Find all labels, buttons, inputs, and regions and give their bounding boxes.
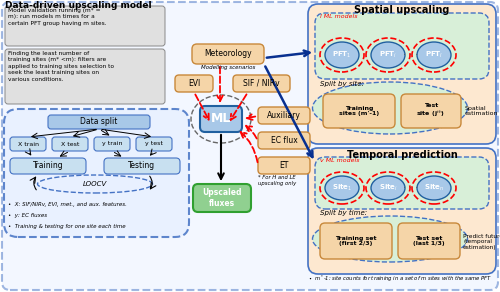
Text: •  Training & testing for one site each time: • Training & testing for one site each t…: [8, 224, 126, 229]
Text: Site$_n$: Site$_n$: [424, 183, 444, 193]
FancyBboxPatch shape: [233, 75, 290, 92]
FancyBboxPatch shape: [5, 6, 165, 46]
Text: Training set
(first 2/3): Training set (first 2/3): [335, 236, 377, 246]
Text: X train: X train: [18, 142, 38, 147]
Text: · · ·: · · ·: [404, 50, 418, 60]
Text: Data split: Data split: [80, 117, 118, 126]
Text: Test
site (j$^{th}$): Test site (j$^{th}$): [416, 103, 446, 119]
FancyBboxPatch shape: [200, 106, 242, 132]
FancyBboxPatch shape: [308, 148, 496, 274]
Text: ML: ML: [211, 112, 231, 126]
FancyBboxPatch shape: [48, 115, 150, 129]
Text: ET: ET: [280, 161, 288, 170]
FancyBboxPatch shape: [136, 137, 172, 151]
FancyBboxPatch shape: [104, 158, 180, 174]
Text: Predict future
(temporal
estimation): Predict future (temporal estimation): [463, 234, 500, 250]
FancyBboxPatch shape: [258, 132, 310, 149]
FancyBboxPatch shape: [320, 223, 392, 259]
Text: Training
sites (m'-1): Training sites (m'-1): [339, 106, 379, 117]
FancyBboxPatch shape: [52, 137, 88, 151]
FancyBboxPatch shape: [323, 94, 395, 128]
Text: Auxiliary: Auxiliary: [267, 111, 301, 120]
Text: Site$_1$: Site$_1$: [332, 183, 352, 193]
Text: SIF / NIRv: SIF / NIRv: [242, 79, 280, 88]
FancyBboxPatch shape: [401, 94, 461, 128]
Text: y train: y train: [102, 142, 122, 147]
Text: Split by time:: Split by time:: [320, 210, 367, 216]
FancyBboxPatch shape: [10, 158, 86, 174]
Text: Testing: Testing: [128, 161, 156, 171]
Text: EVI: EVI: [188, 79, 200, 88]
Text: Spatial upscaling: Spatial upscaling: [354, 5, 450, 15]
Text: LOOCV: LOOCV: [83, 181, 107, 187]
Text: •  X: SIF/NIRv, EVI, met., and aux. features.: • X: SIF/NIRv, EVI, met., and aux. featu…: [8, 202, 127, 207]
Text: Model validation running (m* =
m): run models m times for a
certain PFT group ha: Model validation running (m* = m): run m…: [8, 8, 106, 26]
Text: X test: X test: [61, 142, 79, 147]
Text: Modelling scenarios: Modelling scenarios: [201, 65, 255, 70]
Ellipse shape: [325, 176, 359, 200]
Ellipse shape: [371, 42, 405, 68]
Ellipse shape: [312, 216, 468, 262]
FancyBboxPatch shape: [175, 75, 213, 92]
Text: Split by site:: Split by site:: [320, 81, 364, 87]
FancyBboxPatch shape: [258, 107, 310, 124]
FancyBboxPatch shape: [398, 223, 460, 259]
FancyBboxPatch shape: [258, 157, 310, 174]
Text: Meteorology: Meteorology: [204, 50, 252, 58]
Text: •  m$^*$-1: site counts for training in a set of m sites with the same PFT: • m$^*$-1: site counts for training in a…: [308, 274, 492, 284]
Ellipse shape: [312, 82, 468, 134]
FancyBboxPatch shape: [315, 13, 489, 79]
Text: •  y: EC fluxes: • y: EC fluxes: [8, 213, 47, 218]
Text: Finding the least number of
training sites (m* <m): filters are
applied to train: Finding the least number of training sit…: [8, 51, 114, 81]
Text: Training: Training: [32, 161, 64, 171]
Ellipse shape: [417, 42, 451, 68]
FancyBboxPatch shape: [2, 2, 498, 290]
Text: Data-driven upscaling model: Data-driven upscaling model: [5, 1, 152, 10]
Text: l ML models: l ML models: [320, 14, 358, 19]
Text: PFT$_l$: PFT$_l$: [425, 50, 443, 60]
Text: · · ·: · · ·: [404, 183, 418, 193]
FancyBboxPatch shape: [4, 109, 189, 237]
FancyBboxPatch shape: [10, 137, 46, 151]
Ellipse shape: [325, 42, 359, 68]
FancyBboxPatch shape: [192, 44, 264, 64]
Text: v ML models: v ML models: [320, 158, 360, 163]
FancyBboxPatch shape: [193, 184, 251, 212]
FancyBboxPatch shape: [315, 157, 489, 209]
Text: Spatial
estimation: Spatial estimation: [465, 106, 498, 117]
Ellipse shape: [38, 175, 152, 193]
Text: Temporal prediction: Temporal prediction: [346, 150, 458, 160]
Ellipse shape: [417, 176, 451, 200]
Text: * For H and LE
upscaling only: * For H and LE upscaling only: [258, 175, 296, 186]
FancyBboxPatch shape: [308, 4, 496, 144]
Text: EC flux: EC flux: [270, 136, 297, 145]
Text: PFT$_i$: PFT$_i$: [379, 50, 397, 60]
Text: Site$_i$: Site$_i$: [378, 183, 398, 193]
Text: Test set
(last 1/3): Test set (last 1/3): [413, 236, 445, 246]
Text: PFT$_1$: PFT$_1$: [332, 50, 351, 60]
Text: Upscaled
fluxes: Upscaled fluxes: [202, 188, 242, 208]
FancyBboxPatch shape: [94, 137, 130, 151]
Text: y test: y test: [145, 142, 163, 147]
Ellipse shape: [371, 176, 405, 200]
FancyBboxPatch shape: [5, 49, 165, 104]
